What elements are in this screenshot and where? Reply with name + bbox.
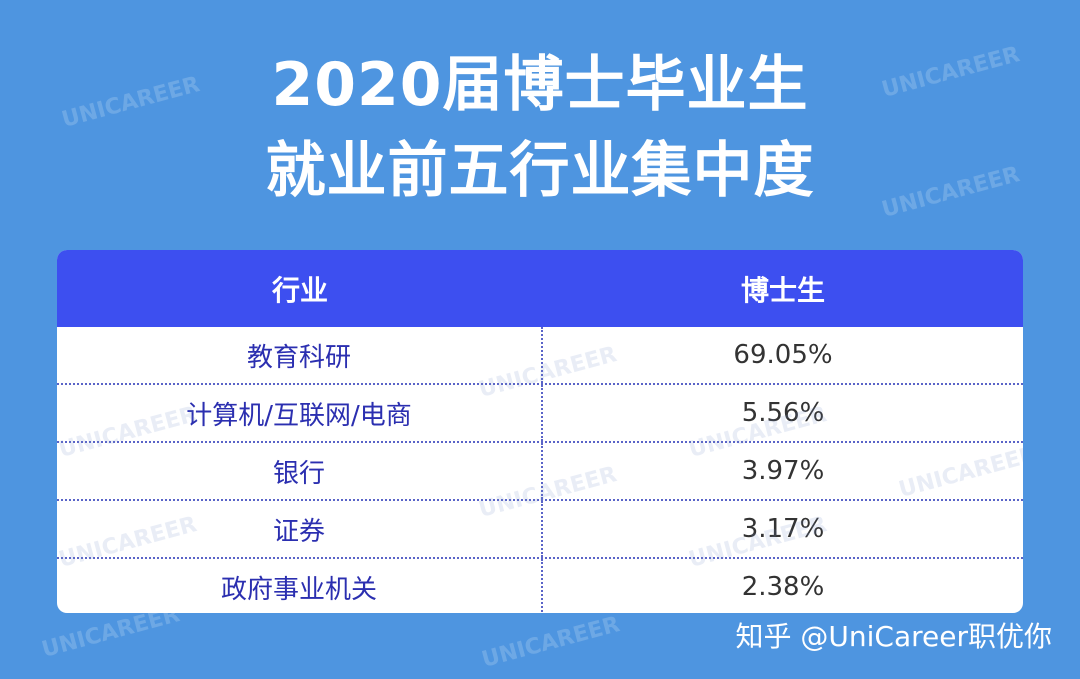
data-table: 行业 博士生 教育科研 69.05% 计算机/互联网/电商 5.56% 银行 3…	[57, 250, 1023, 613]
table-row: 计算机/互联网/电商 5.56%	[57, 383, 1023, 441]
industry-cell: 教育科研	[57, 327, 543, 383]
footer-credit: 知乎 @UniCareer职优你	[735, 620, 1053, 653]
watermark: UNICAREER	[479, 612, 623, 673]
value-cell: 5.56%	[741, 398, 825, 428]
table-row: 证券 3.17%	[57, 499, 1023, 557]
title-line-2: 就业前五行业集中度	[265, 136, 815, 206]
industry-cell: 政府事业机关	[57, 559, 543, 613]
table-row: 教育科研 69.05%	[57, 327, 1023, 383]
value-cell: 2.38%	[741, 572, 825, 602]
title-line-1: 2020届博士毕业生	[271, 50, 809, 120]
header-industry: 行业	[271, 273, 328, 307]
value-cell: 3.97%	[741, 456, 825, 486]
industry-cell: 银行	[57, 443, 543, 499]
table-row: 银行 3.97%	[57, 441, 1023, 499]
table-body: 教育科研 69.05% 计算机/互联网/电商 5.56% 银行 3.97% 证券…	[57, 327, 1023, 613]
table-row: 政府事业机关 2.38%	[57, 557, 1023, 613]
table-header: 行业 博士生	[57, 250, 1023, 327]
industry-cell: 证券	[57, 501, 543, 557]
industry-cell: 计算机/互联网/电商	[57, 385, 543, 441]
value-cell: 69.05%	[733, 340, 833, 370]
page-title: 2020届博士毕业生 就业前五行业集中度	[0, 42, 1080, 214]
value-cell: 3.17%	[741, 514, 825, 544]
header-phd: 博士生	[740, 273, 825, 307]
